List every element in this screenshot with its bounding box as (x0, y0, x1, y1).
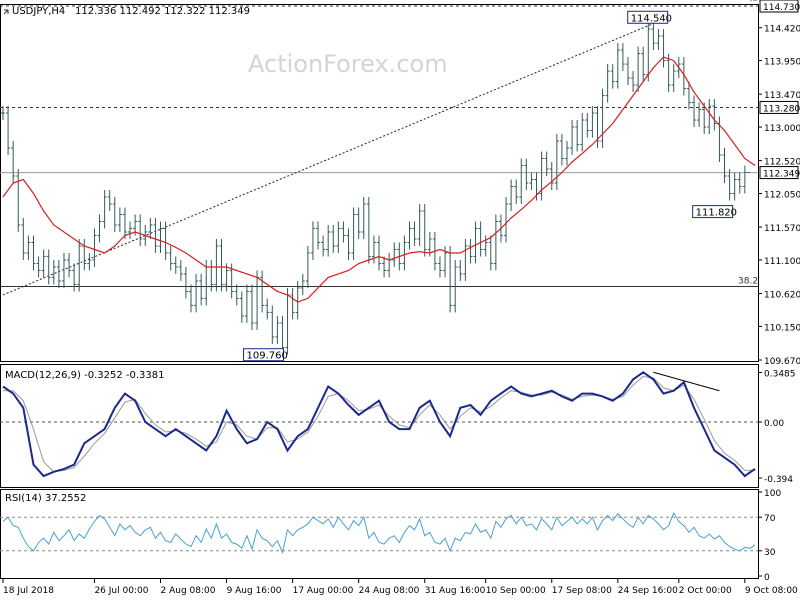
price-panel-frame (0, 4, 759, 362)
time-axis-label: 24 Aug 08:00 (359, 586, 420, 596)
time-axis-label: 9 Oct 08:00 (745, 586, 798, 596)
macd-panel-frame (0, 364, 759, 488)
macd-layer (0, 371, 758, 478)
time-axis-label: 26 Jul 00:00 (94, 586, 148, 596)
macd-axis-label: -0.394 (764, 475, 793, 485)
moving-average-line (2, 56, 756, 303)
macd-axis-label: 0.3485 (764, 369, 796, 379)
time-axis-label: 2 Aug 08:00 (161, 586, 216, 596)
price-axis-label: 113.000 (764, 124, 800, 134)
price-axis-label: 113.950 (764, 58, 800, 68)
time-axis-label: 9 Aug 16:00 (227, 586, 282, 596)
price-axis-label: 110.150 (764, 323, 800, 333)
rsi-axis-label: 30 (764, 548, 776, 558)
rsi-axis-label: 0 (764, 573, 770, 583)
price-axis-label: 114.420 (764, 25, 800, 35)
ohlc-label: 112.336 112.492 112.322 112.349 (75, 6, 250, 17)
macd-line (2, 371, 756, 478)
level-axis-label: 113.280 (763, 104, 800, 114)
watermark: ActionForex.com (248, 50, 448, 78)
price-layer: 38.2 114.540 111.820 109.760 (0, 0, 758, 362)
level-axis-box (759, 0, 799, 13)
price-axis-label: 112.050 (764, 190, 800, 200)
trendline (2, 18, 664, 296)
price-axis: 114.420 113.950 113.470 113.000 112.520 112.0… (758, 0, 800, 367)
rsi-line (2, 511, 756, 555)
time-axis-label: 17 Aug 00:00 (293, 586, 354, 596)
fib-label: 38.2 (738, 277, 758, 287)
price-annotation-label: 111.820 (696, 208, 737, 219)
time-axis-label: 24 Sep 16:00 (618, 586, 678, 596)
time-axis-label: 2 Oct 00:00 (679, 586, 732, 596)
price-annotation-box (692, 205, 734, 219)
price-axis-label: 111.100 (764, 257, 800, 267)
price-annotation-box (627, 10, 669, 24)
level-axis-box (759, 166, 799, 180)
rsi-title: RSI(14) 37.2552 (5, 493, 86, 504)
time-axis-label: 10 Sep 00:00 (486, 586, 546, 596)
time-axis-label: 18 Jul 2018 (3, 586, 54, 596)
symbol-label: USDJPY,H4 (12, 6, 65, 17)
rsi-axis-label: 100 (764, 489, 781, 499)
macd-divergence-line (653, 371, 720, 392)
price-annotation-label: 109.760 (247, 351, 288, 362)
price-axis-label: 109.670 (764, 357, 800, 367)
rsi-axis-label: 70 (764, 514, 776, 524)
level-axis-label: 114.730 (763, 3, 800, 13)
rsi-axis: 100 70 30 0 (758, 489, 781, 583)
price-axis-label: 110.620 (764, 291, 800, 301)
price-axis-label: 111.570 (764, 224, 800, 234)
macd-axis: 0.3485 0.00 -0.394 (758, 369, 796, 485)
level-axis-box (759, 100, 799, 114)
level-axis-label: 112.349 (763, 170, 800, 180)
price-annotation-box (243, 348, 285, 362)
price-axis-label: 113.470 (764, 91, 800, 101)
macd-signal-line (3, 375, 755, 473)
macd-axis-label: 0.00 (764, 419, 784, 429)
collapse-arrow-icon (3, 9, 9, 15)
price-axis-label: 112.520 (764, 158, 800, 168)
macd-title: MACD(12,26,9) -0.3252 -0.3381 (5, 370, 165, 381)
time-axis-label: 17 Sep 08:00 (552, 586, 612, 596)
price-annotation-label: 114.540 (631, 13, 672, 24)
time-axis-label: 31 Aug 16:00 (425, 586, 486, 596)
rsi-panel-frame (0, 489, 759, 579)
price-header: USDJPY,H4 112.336 112.492 112.322 112.34… (3, 6, 250, 17)
rsi-layer (0, 511, 758, 555)
time-axis: 18 Jul 2018 26 Jul 00:00 2 Aug 08:00 9 Aug … (2, 579, 798, 596)
